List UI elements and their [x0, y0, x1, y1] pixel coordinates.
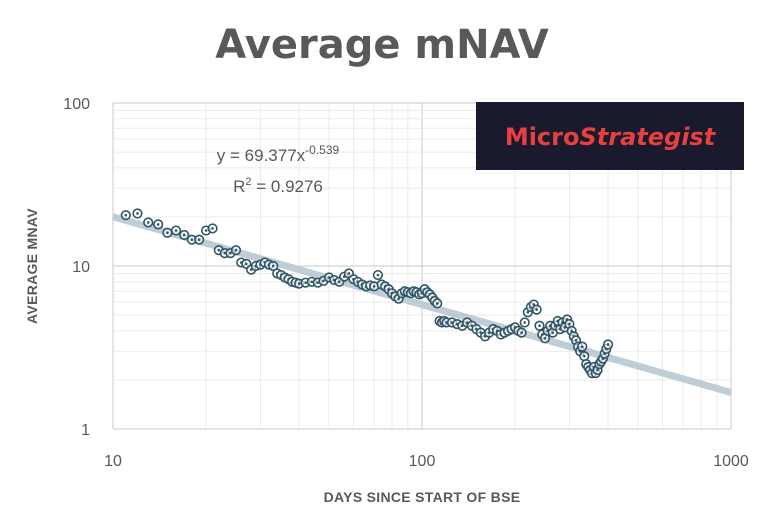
y-tick-label: 100: [63, 96, 90, 113]
data-point: [194, 234, 205, 245]
x-axis-label: DAYS SINCE START OF BSE: [324, 489, 521, 505]
data-point: [577, 341, 588, 352]
data-point: [519, 317, 530, 328]
data-points: [120, 208, 614, 379]
trendline-r-squared: R2 = 0.9276: [233, 176, 323, 196]
microstrategist-logo: MicroStrategist: [476, 102, 744, 170]
data-point: [579, 351, 590, 362]
data-point: [602, 339, 614, 350]
data-point: [120, 210, 131, 221]
data-point: [432, 298, 443, 309]
y-tick-labels: 1 10 100: [63, 96, 90, 439]
chart-title: Average mNAV: [215, 22, 549, 68]
x-tick-label: 10: [104, 453, 122, 470]
x-tick-label: 100: [409, 453, 436, 470]
logo-text: MicroStrategist: [505, 123, 717, 151]
data-point: [230, 245, 242, 256]
data-point: [372, 269, 384, 281]
x-tick-labels: 10 100 1000: [104, 453, 749, 470]
data-point: [534, 320, 545, 331]
data-point: [143, 217, 154, 228]
data-point: [334, 276, 345, 287]
data-point: [162, 227, 173, 238]
data-point: [170, 225, 182, 236]
logo-background: [476, 102, 744, 170]
trendline-equation: y = 69.377x-0.539: [217, 143, 340, 165]
y-axis-label: AVERAGE MNAV: [24, 208, 40, 324]
y-tick-label: 1: [81, 422, 90, 439]
y-tick-label: 10: [72, 259, 90, 276]
data-point: [179, 229, 190, 241]
data-point: [207, 223, 218, 234]
data-point: [531, 304, 542, 315]
data-point: [516, 327, 527, 338]
data-point: [153, 219, 164, 230]
data-point: [132, 208, 143, 219]
data-point: [268, 260, 279, 272]
x-tick-label: 1000: [713, 453, 749, 470]
